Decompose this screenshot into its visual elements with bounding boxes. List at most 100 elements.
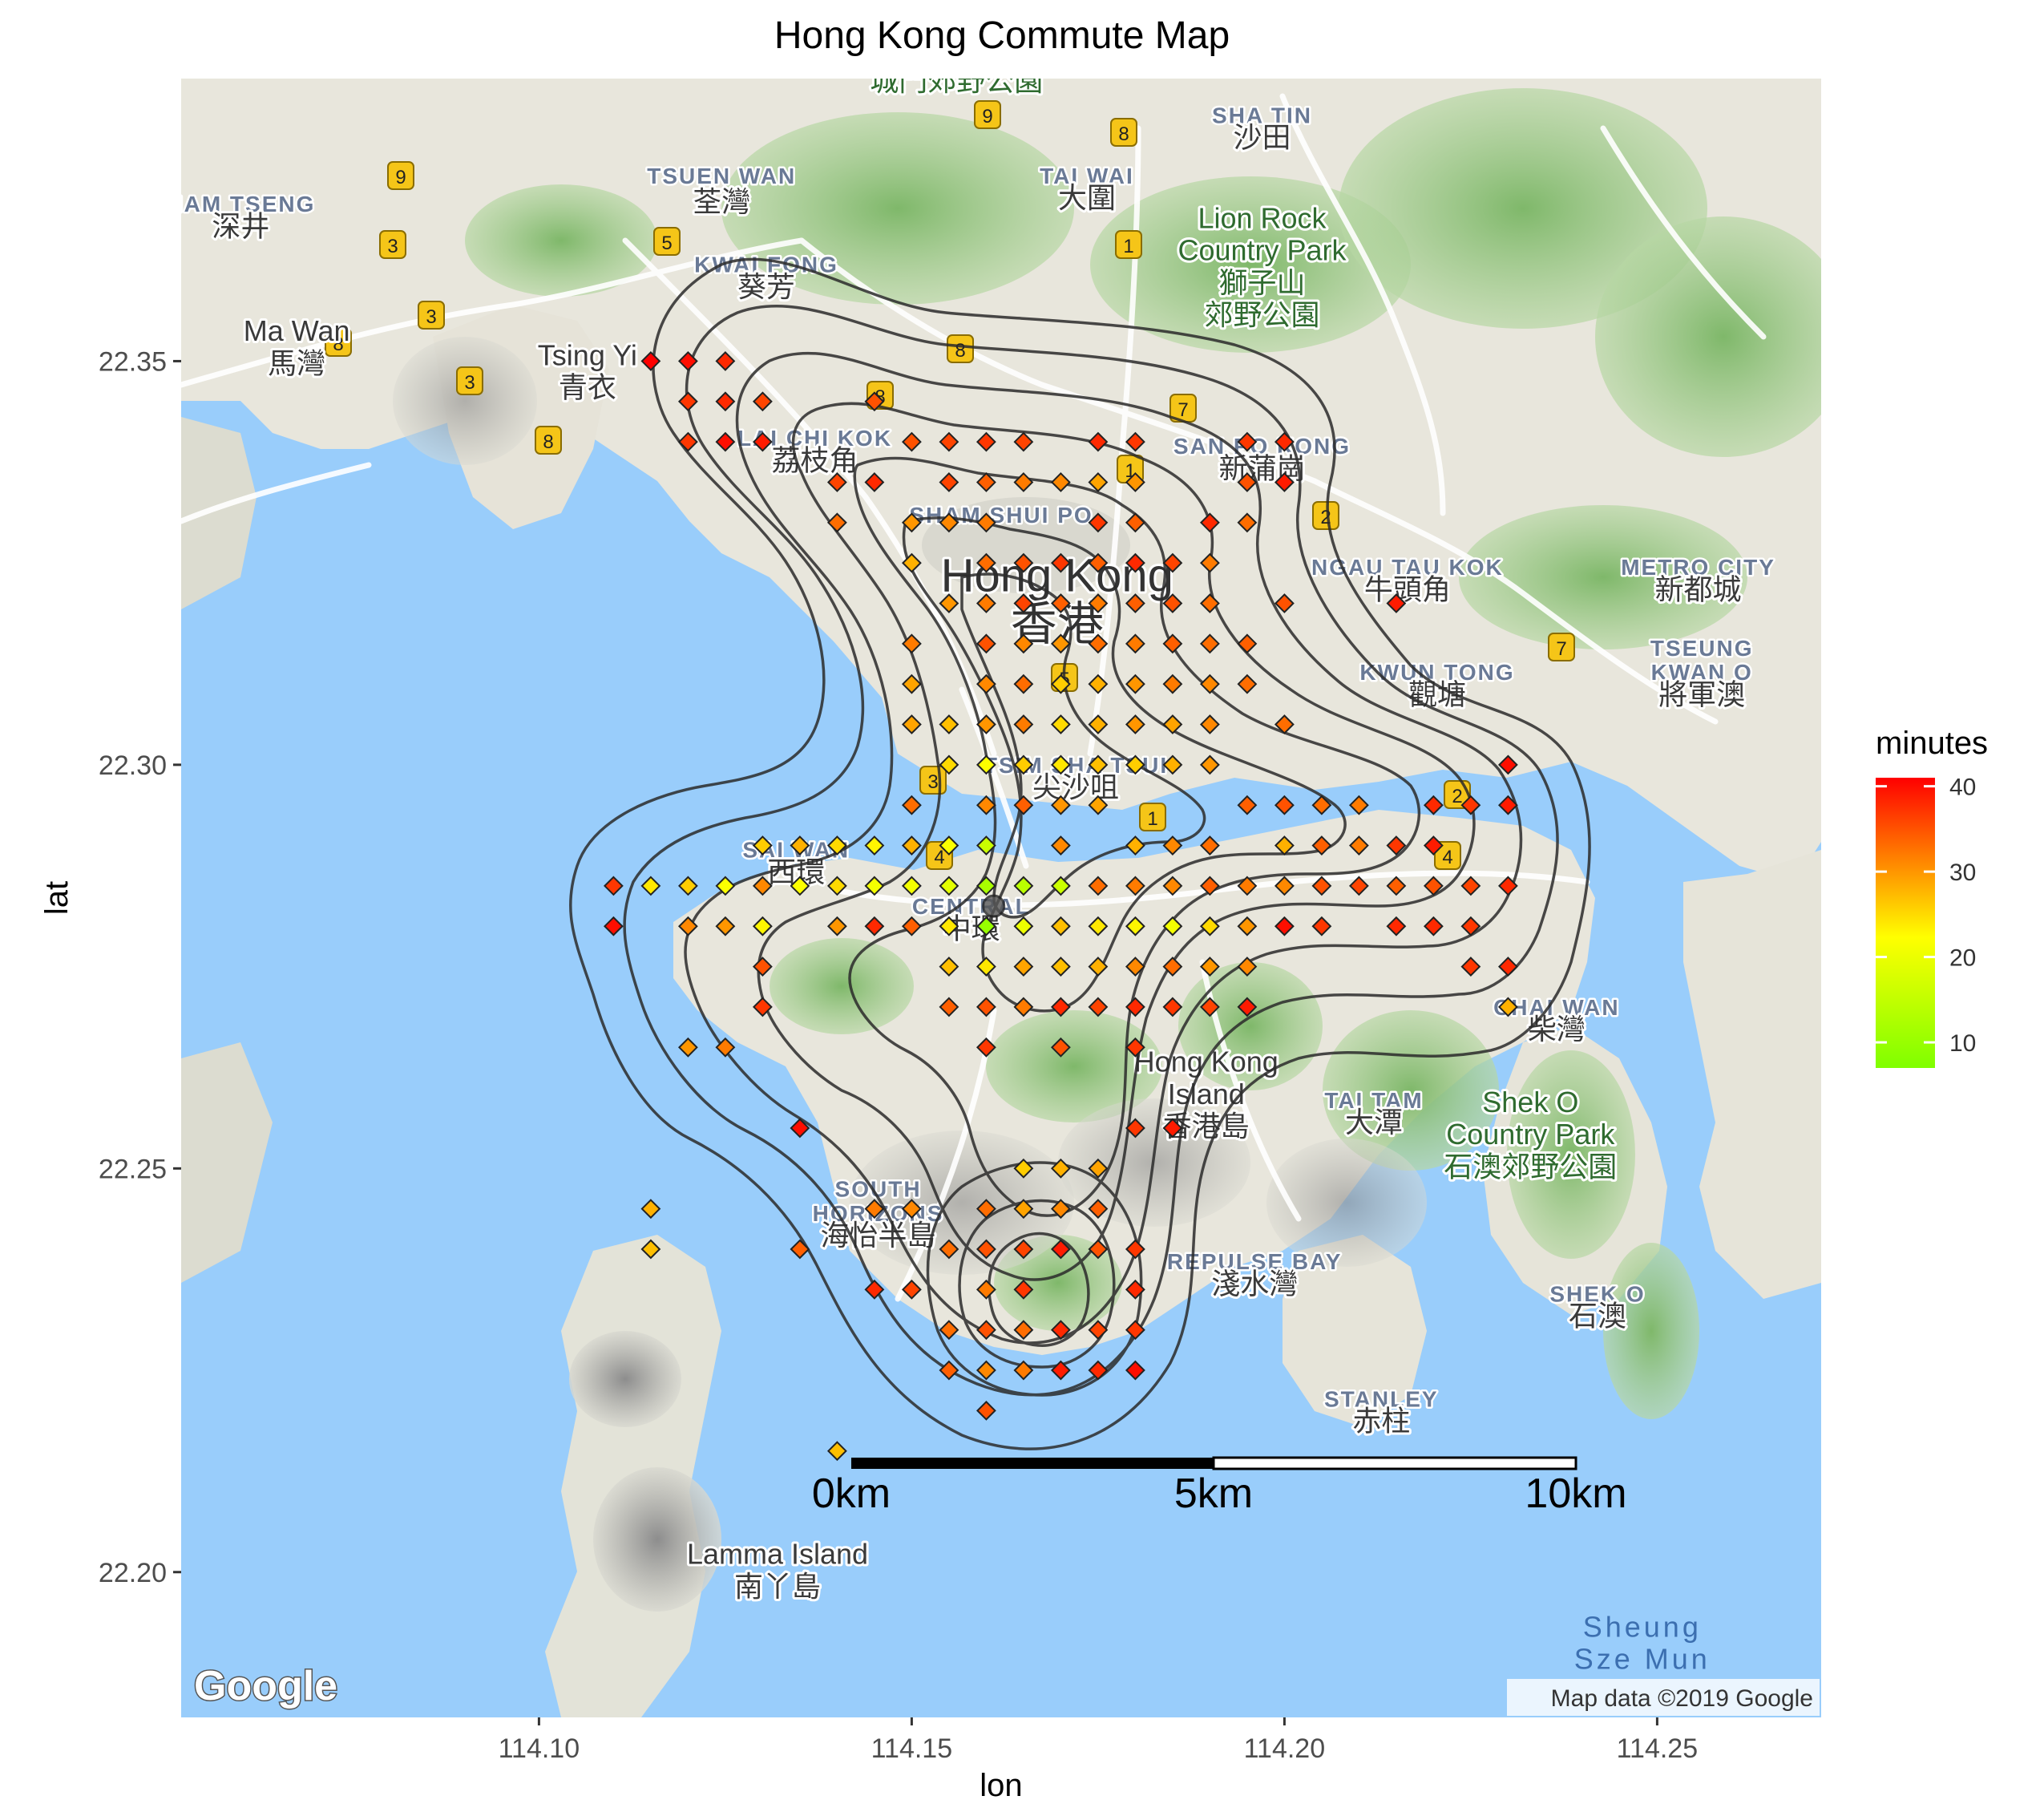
- commute-point: [1386, 835, 1407, 855]
- commute-point: [1050, 1037, 1071, 1058]
- commute-point: [1088, 997, 1109, 1017]
- y-axis-title: lat: [39, 881, 75, 915]
- commute-point: [1460, 795, 1481, 815]
- commute-point: [1050, 1239, 1071, 1260]
- x-tick-label: 114.20: [1244, 1733, 1325, 1764]
- commute-point: [715, 876, 736, 896]
- commute-point: [1013, 795, 1034, 815]
- commute-point: [1088, 552, 1109, 573]
- commute-point: [640, 350, 661, 371]
- map-label: Tsing Yi: [538, 338, 637, 371]
- commute-point: [1274, 835, 1295, 855]
- commute-point: [1386, 593, 1407, 613]
- commute-point: [1348, 876, 1369, 896]
- commute-point: [1162, 754, 1183, 775]
- map-label: Ma Wan: [244, 314, 350, 347]
- commute-point: [1311, 795, 1332, 815]
- commute-point: [1199, 916, 1220, 936]
- commute-point: [976, 754, 996, 775]
- map-label: HAM TSENG: [166, 192, 315, 216]
- commute-point: [901, 714, 922, 734]
- commute-point: [1125, 673, 1145, 694]
- commute-point: [976, 1199, 996, 1220]
- map-label: KWAI FONG: [694, 253, 838, 277]
- legend-tick-label: 30: [1949, 860, 1976, 886]
- commute-point: [1348, 795, 1369, 815]
- commute-point: [976, 552, 996, 573]
- map-label: 馬灣: [268, 347, 325, 380]
- map-label: 牛頭角: [1364, 572, 1451, 605]
- route-shields: 9 3 3 3 8 8 5 9 8 1 8 8 7 1 2 7 5 3 1 2 …: [325, 100, 1575, 870]
- commute-point: [901, 835, 922, 855]
- commute-point: [976, 673, 996, 694]
- contour-7: [960, 572, 1206, 919]
- commute-point: [1088, 957, 1109, 977]
- commute-point: [1050, 916, 1071, 936]
- commute-point: [939, 997, 959, 1017]
- commute-point: [1013, 714, 1034, 734]
- map-panel[interactable]: 9 3 3 3 8 8 5 9 8 1 8 8 7 1 2 7 5 3 1 2 …: [166, 64, 1852, 1717]
- commute-point: [1050, 552, 1071, 573]
- commute-point: [1125, 633, 1145, 654]
- map-label: 郊野公園: [1204, 298, 1319, 331]
- map-label: KWUN TONG: [1359, 660, 1514, 685]
- commute-point: [1237, 795, 1258, 815]
- commute-point: [1125, 512, 1145, 533]
- commute-point: [1423, 916, 1444, 936]
- map-label: TAI TAM: [1324, 1088, 1423, 1113]
- map-label: 石澳郊野公園: [1444, 1150, 1617, 1183]
- commute-point: [1125, 1118, 1145, 1139]
- commute-point: [826, 1441, 847, 1462]
- commute-point: [976, 1279, 996, 1300]
- commute-point: [901, 876, 922, 896]
- commute-point: [677, 391, 698, 412]
- map-label: SHAM SHUI PO: [909, 503, 1093, 528]
- commute-point: [939, 1320, 959, 1341]
- svg-text:2: 2: [1452, 786, 1462, 807]
- commute-point: [1460, 916, 1481, 936]
- commute-point: [826, 835, 847, 855]
- commute-point: [901, 1279, 922, 1300]
- commute-point: [976, 876, 996, 896]
- commute-point: [1088, 1199, 1109, 1220]
- commute-point: [1162, 714, 1183, 734]
- svg-text:3: 3: [927, 771, 938, 793]
- contour-2: [623, 305, 1559, 1397]
- commute-point: [1125, 472, 1145, 492]
- commute-point: [1274, 431, 1295, 452]
- contour-5: [848, 456, 1421, 1217]
- y-tick-label: 22.20: [99, 1558, 167, 1588]
- map-label: Country Park: [1178, 234, 1347, 267]
- map-label: 大潭: [1345, 1106, 1403, 1139]
- map-label: 城門郊野公園: [870, 64, 1043, 97]
- commute-point: [715, 350, 736, 371]
- commute-point: [1162, 916, 1183, 936]
- commute-point: [790, 1118, 810, 1139]
- land-lantau-lower: [181, 1042, 273, 1283]
- svg-text:7: 7: [1178, 399, 1188, 421]
- map-label: 新蒲崗: [1218, 451, 1305, 484]
- commute-point: [1497, 876, 1518, 896]
- commute-point: [1237, 431, 1258, 452]
- commute-point: [1013, 1279, 1034, 1300]
- commute-point: [715, 916, 736, 936]
- commute-point: [1199, 876, 1220, 896]
- commute-point: [939, 754, 959, 775]
- y-tick-label: 22.30: [99, 750, 167, 781]
- map-attribution[interactable]: Map data ©2019 Google: [1551, 1685, 1813, 1712]
- commute-point: [1050, 593, 1071, 613]
- commute-point: [1013, 472, 1034, 492]
- commute-point: [752, 997, 773, 1017]
- commute-point: [976, 916, 996, 936]
- commute-point: [715, 391, 736, 412]
- y-axis: 22.20 22.25 22.30 22.35: [99, 346, 181, 1588]
- commute-point: [1162, 997, 1183, 1017]
- commute-point: [1237, 876, 1258, 896]
- commute-point: [790, 876, 810, 896]
- commute-point: [976, 633, 996, 654]
- commute-point: [864, 391, 885, 412]
- commute-point: [1013, 1158, 1034, 1179]
- commute-point: [1497, 997, 1518, 1017]
- commute-point: [1237, 472, 1258, 492]
